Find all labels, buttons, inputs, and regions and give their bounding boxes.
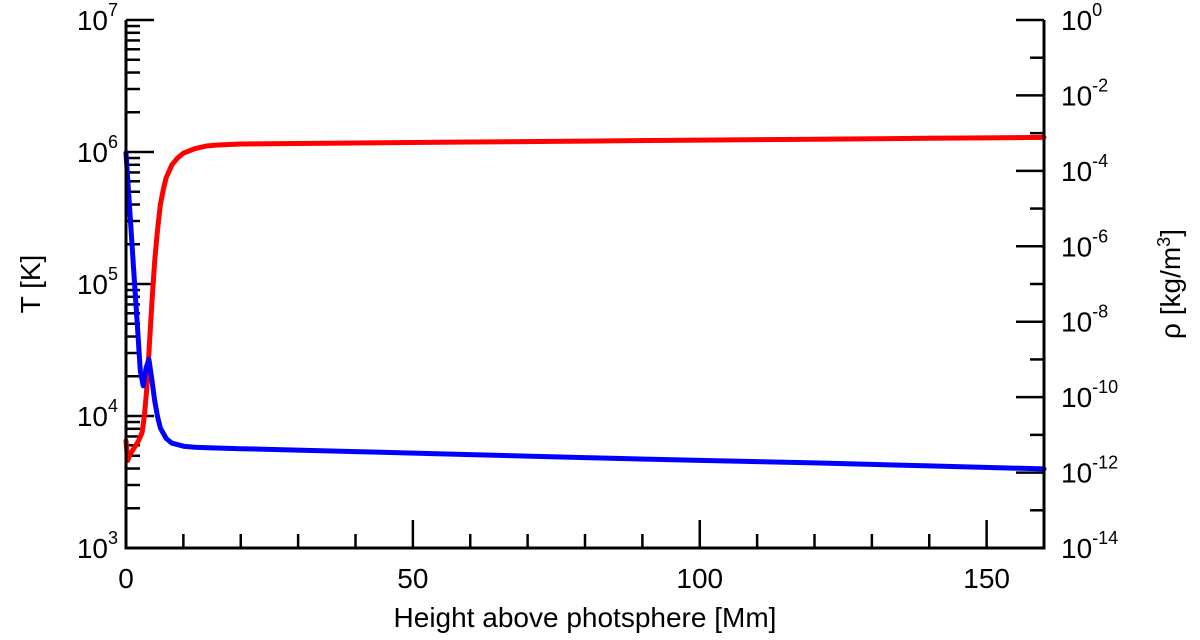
tick-label-exponent: -10 xyxy=(1092,377,1118,397)
x-tick-label: 150 xyxy=(963,563,1010,594)
right-axis-title: ρ [kg/m3] xyxy=(1154,229,1186,339)
tick-label-exponent: 7 xyxy=(108,0,118,20)
tick-label-exponent: -2 xyxy=(1092,75,1108,95)
axes-frame xyxy=(124,20,1046,550)
tick-label-base: 10 xyxy=(1061,533,1092,564)
series-layer xyxy=(123,134,1047,472)
y-right-tick-label: 100 xyxy=(1061,0,1102,36)
tick-label-base: 10 xyxy=(77,137,108,168)
tick-label-base: 10 xyxy=(1061,458,1092,489)
tick-labels: 0 50 100 15010310410510610710-1410-1210-101… xyxy=(77,0,1118,594)
tick-label-exponent: 5 xyxy=(108,264,118,284)
y-right-tick-label: 10-6 xyxy=(1061,226,1108,262)
x-tick-label: 0 xyxy=(118,563,134,594)
y-right-tick-label: 10-2 xyxy=(1061,75,1108,111)
tick-label-base: 10 xyxy=(77,401,108,432)
y-left-tick-label: 107 xyxy=(77,0,118,36)
y-right-tick-label: 10-10 xyxy=(1061,377,1118,413)
y-right-tick-label: 10-8 xyxy=(1061,302,1108,338)
tick-label-base: 10 xyxy=(77,5,108,36)
tick-label-base: 10 xyxy=(77,533,108,564)
tick-label-exponent: -4 xyxy=(1092,151,1108,171)
tick-label-exponent: -12 xyxy=(1092,453,1118,473)
x-tick-label: 50 xyxy=(397,563,428,594)
tick-label-base: 10 xyxy=(77,269,108,300)
tick-label-base: 10 xyxy=(1061,156,1092,187)
y-right-tick-label: 10-4 xyxy=(1061,151,1108,187)
left-axis-title: T [K] xyxy=(15,255,46,314)
tick-label-exponent: 0 xyxy=(1092,0,1102,20)
y-left-tick-label: 103 xyxy=(77,528,118,564)
y-right-tick-label: 10-14 xyxy=(1061,528,1118,564)
tick-label-exponent: 4 xyxy=(108,396,118,416)
x-tick-label: 100 xyxy=(676,563,723,594)
tick-label-base: 10 xyxy=(1061,382,1092,413)
axis-ticks xyxy=(124,18,1046,550)
right-axis-title-sup: 3 xyxy=(1154,237,1174,247)
tick-label-base: 10 xyxy=(1061,231,1092,262)
tick-label-exponent: 3 xyxy=(108,528,118,548)
tick-label-exponent: -6 xyxy=(1092,226,1108,246)
temperature-series-line xyxy=(123,134,1047,463)
tick-label-base: 10 xyxy=(1061,80,1092,111)
tick-label-exponent: -14 xyxy=(1092,528,1118,548)
y-right-tick-label: 10-12 xyxy=(1061,453,1118,489)
right-axis-title-main: ρ [kg/m xyxy=(1155,247,1186,339)
y-left-tick-label: 104 xyxy=(77,396,118,432)
tick-label-exponent: -8 xyxy=(1092,302,1108,322)
y-left-tick-label: 106 xyxy=(77,132,118,168)
tick-label-base: 10 xyxy=(1061,5,1092,36)
tick-label-base: 10 xyxy=(1061,307,1092,338)
tick-label-exponent: 6 xyxy=(108,132,118,152)
right-axis-title-close: ] xyxy=(1155,229,1186,237)
x-axis-title: Height above photsphere [Mm] xyxy=(394,602,777,633)
density-series-line xyxy=(123,150,1047,472)
y-left-tick-label: 105 xyxy=(77,264,118,300)
